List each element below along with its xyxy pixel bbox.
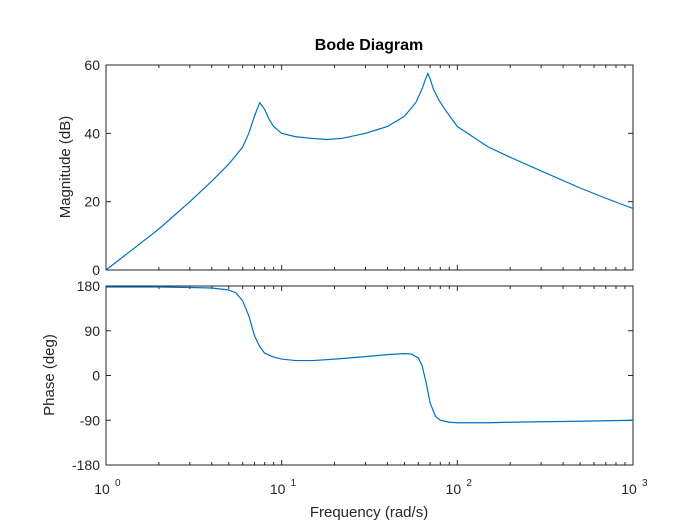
x-tick-exponent: 1 [291, 478, 297, 489]
phase-y-tick-label: 0 [92, 368, 100, 384]
x-tick-exponent: 3 [642, 478, 648, 489]
magnitude-y-tick-label: 20 [84, 194, 100, 210]
x-tick-label: 10 [270, 481, 286, 497]
phase-y-tick-label: 90 [84, 323, 100, 339]
phase-axes-box [105, 285, 634, 466]
magnitude-y-tick-label: 40 [84, 125, 100, 141]
magnitude-y-tick-label: 60 [84, 57, 100, 73]
phase-series-line [106, 286, 634, 424]
magnitude-y-ticks: 0 20 40 60 [84, 57, 633, 278]
x-tick-exponent: 0 [115, 478, 121, 489]
x-tick-label: 10 [621, 481, 637, 497]
x-tick-labels: 10 0 10 1 10 2 10 3 [94, 478, 648, 497]
phase-y-tick-label: 180 [77, 278, 101, 294]
magnitude-y-axis-label: Magnitude (dB) [57, 116, 74, 219]
phase-y-tick-label: -90 [80, 412, 100, 428]
magnitude-axes-box [105, 64, 634, 271]
phase-y-tick-label: -180 [72, 457, 100, 473]
x-axis-label: Frequency (rad/s) [310, 504, 428, 521]
x-tick-label: 10 [94, 481, 110, 497]
phase-y-axis-label: Phase (deg) [41, 334, 58, 416]
x-tick-label: 10 [446, 481, 462, 497]
magnitude-x-tickmarks [158, 65, 626, 270]
magnitude-panel: 0 20 40 60 Magnitude (dB) [57, 57, 634, 278]
phase-panel: -180 -90 0 90 180 Phase (deg) [41, 278, 634, 473]
phase-x-tickmarks [158, 286, 626, 465]
x-tick-exponent: 2 [466, 478, 472, 489]
magnitude-y-tick-label: 0 [92, 262, 100, 278]
phase-y-ticks: -180 -90 0 90 180 [72, 278, 633, 473]
magnitude-series-line [105, 72, 634, 271]
chart-title: Bode Diagram [315, 37, 423, 54]
